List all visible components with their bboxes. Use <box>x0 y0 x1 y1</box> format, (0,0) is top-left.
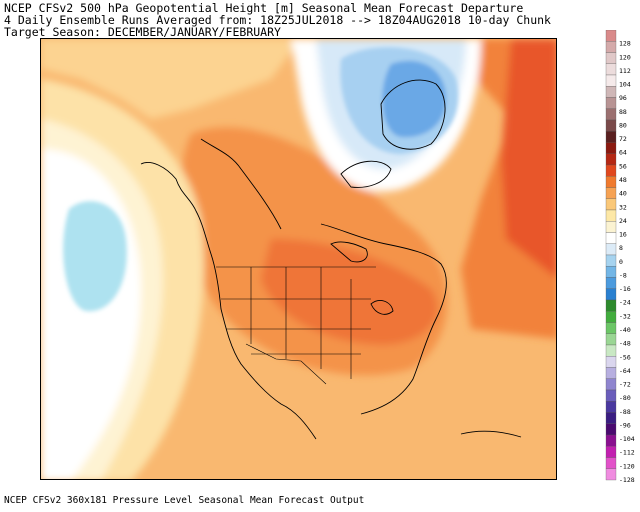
color-scale-tick-label: 128 <box>619 40 631 48</box>
coastline-east <box>320 223 447 415</box>
color-scale-swatch <box>605 468 617 481</box>
color-scale-tick-label: -64 <box>619 367 631 375</box>
anomaly-map <box>40 38 557 480</box>
color-scale-swatch <box>605 142 617 154</box>
anomaly-band-atlantic-strong <box>501 39 556 278</box>
color-scale-swatch <box>605 52 617 64</box>
color-scale-swatch <box>605 74 617 87</box>
color-scale-tick-label: -80 <box>619 394 631 402</box>
anomaly-map-canvas <box>41 39 556 479</box>
border-us-mexico <box>245 343 327 385</box>
color-scale-tick-label: -72 <box>619 381 631 389</box>
color-scale-swatch <box>605 333 617 346</box>
color-scale-swatch <box>605 412 617 424</box>
coastlines <box>140 79 522 440</box>
color-scale-tick-label: -48 <box>619 340 631 348</box>
coastline-alaska <box>200 138 282 230</box>
color-scale-swatch <box>605 63 617 76</box>
color-scale-swatch <box>605 446 617 458</box>
color-scale-swatch <box>605 131 617 143</box>
color-scale-tick-label: 32 <box>619 203 627 211</box>
color-scale-tick-label: 112 <box>619 67 631 75</box>
color-scale-swatch <box>605 187 617 199</box>
color-scale-tick-label: -120 <box>619 462 635 470</box>
color-scale-swatch <box>605 401 617 413</box>
color-scale-tick-label: -24 <box>619 299 631 307</box>
color-scale-swatch <box>605 311 617 323</box>
color-scale-tick-label: -104 <box>619 435 635 443</box>
great-lakes <box>370 300 394 315</box>
color-scale-tick-label: 64 <box>619 149 627 157</box>
color-scale-swatch <box>605 356 617 368</box>
color-scale-swatch <box>605 232 617 244</box>
color-scale-swatch <box>605 164 617 177</box>
color-scale-swatch <box>605 457 617 469</box>
color-scale-swatch <box>605 299 617 312</box>
color-scale-tick-label: -32 <box>619 312 631 320</box>
color-scale-swatch <box>605 254 617 267</box>
footer-caption: NCEP CFSv2 360x181 Pressure Level Season… <box>4 495 365 506</box>
color-scale-tick-label: -40 <box>619 326 631 334</box>
color-scale-swatch <box>605 322 617 334</box>
anomaly-band-continent-strong <box>261 239 438 345</box>
color-scale-tick-label: 104 <box>619 81 631 89</box>
color-scale-tick-label: 88 <box>619 108 627 116</box>
color-scale-tick-label: -56 <box>619 353 631 361</box>
color-scale-tick-label: -128 <box>619 476 635 484</box>
color-scale-tick-label: 40 <box>619 190 627 198</box>
color-scale-swatch <box>605 108 617 121</box>
map-title-line-2: 4 Daily Ensemble Runs Averaged from: 18Z… <box>4 13 551 27</box>
color-scale-tick-label: 80 <box>619 121 627 129</box>
color-scale-tick-label: 96 <box>619 94 627 102</box>
color-scale-tick-label: -8 <box>619 271 627 279</box>
color-scale-tick-label: 8 <box>619 244 623 252</box>
color-scale-swatch <box>605 277 617 289</box>
map-title-line-1: NCEP CFSv2 500 hPa Geopotential Height [… <box>4 1 524 15</box>
color-scale-swatch <box>605 389 617 402</box>
color-scale-swatch <box>605 119 617 132</box>
color-scale-swatch <box>605 367 617 379</box>
color-scale-swatch <box>605 30 617 42</box>
color-scale-swatch <box>605 198 617 211</box>
color-scale-tick-label: 120 <box>619 53 631 61</box>
anomaly-core-arctic-strong-negative <box>382 60 446 138</box>
color-scale-tick-label: -112 <box>619 449 635 457</box>
color-scale-swatch <box>605 41 617 53</box>
map-title-line-3: Target Season: DECEMBER/JANUARY/FEBRUARY <box>4 25 281 39</box>
color-scale-swatch <box>605 221 617 233</box>
color-scale-swatch <box>605 344 617 357</box>
color-scale-swatch <box>605 153 617 166</box>
color-scale-swatch <box>605 176 617 188</box>
color-scale-tick-label: 48 <box>619 176 627 184</box>
color-scale-swatch <box>605 378 617 391</box>
color-scale-swatch <box>605 243 617 256</box>
color-scale-tick-label: 24 <box>619 217 627 225</box>
color-scale-tick-label: -96 <box>619 421 631 429</box>
color-scale-swatch <box>605 423 617 436</box>
coastline-pacific <box>140 162 317 440</box>
color-scale-swatch <box>605 266 617 278</box>
color-scale-tick-label: -88 <box>619 408 631 416</box>
baffin-island <box>340 160 392 188</box>
political-borders <box>216 266 376 385</box>
color-scale-tick-label: 16 <box>619 231 627 239</box>
caribbean-islands <box>460 430 522 438</box>
color-scale-swatch <box>605 86 617 98</box>
color-scale-bar: 128120112104968880726456484032241680-8-1… <box>605 30 635 484</box>
color-scale-swatch <box>605 288 617 301</box>
hudson-bay <box>330 241 368 263</box>
state-borders-ew <box>221 298 371 355</box>
color-scale-swatch <box>605 434 617 447</box>
state-borders-ns <box>250 267 352 379</box>
anomaly-core-pacific-negative <box>63 201 127 312</box>
greenland <box>380 79 446 150</box>
color-scale-tick-label: 56 <box>619 162 627 170</box>
anomaly-band-north-pale <box>41 39 301 119</box>
color-scale-tick-label: -16 <box>619 285 631 293</box>
color-scale-swatch <box>605 209 617 222</box>
color-scale-tick-label: 72 <box>619 135 627 143</box>
color-scale-swatch <box>605 97 617 109</box>
color-scale-tick-label: 0 <box>619 258 623 266</box>
